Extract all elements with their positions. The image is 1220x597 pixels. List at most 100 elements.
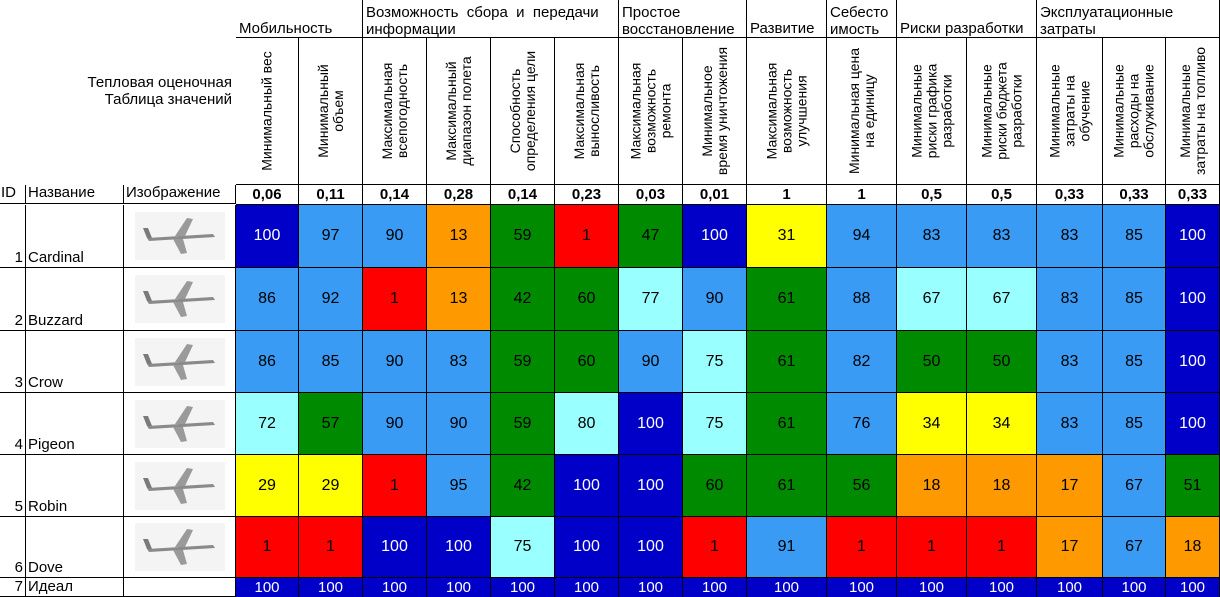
- group-header-mobility: Мобильность: [236, 0, 363, 38]
- criterion-weight-5: 0,14: [491, 185, 555, 205]
- criterion-weight-2: 0,11: [299, 185, 363, 205]
- criterion-weight-1: 0,06: [236, 185, 299, 205]
- score-cell: 100: [491, 578, 555, 597]
- score-cell: 1: [967, 517, 1037, 578]
- score-cell: 1: [555, 205, 619, 268]
- score-cell: 100: [683, 205, 747, 268]
- score-cell: 75: [491, 517, 555, 578]
- criterion-label-11: Минимальные риски графика разработки: [908, 63, 954, 159]
- score-cell: 85: [1103, 331, 1166, 393]
- table-title-line-2: Таблица значений: [104, 91, 232, 108]
- score-cell: 31: [747, 205, 827, 268]
- row-id: 6: [14, 559, 23, 576]
- score-cell: 85: [299, 331, 363, 393]
- score-cell: 61: [747, 455, 827, 517]
- col-header-image-label: Изображение: [126, 184, 221, 201]
- score-cell: 100: [363, 578, 427, 597]
- row-id-cell: 5: [0, 455, 26, 517]
- drone-thumbnail-icon: [134, 212, 225, 260]
- score-cell: 97: [299, 205, 363, 268]
- criterion-weight-14: 0,33: [1103, 185, 1166, 205]
- row-id-cell: 2: [0, 268, 26, 331]
- row-image-cell: [124, 578, 236, 597]
- score-cell: 100: [236, 578, 299, 597]
- criterion-label-9: Максимальная возможность улучшения: [763, 62, 809, 160]
- group-header-info: Возможность сбора и передачи информации: [363, 0, 619, 38]
- criterion-label-1: Минимальный вес: [258, 51, 275, 171]
- score-cell: 29: [299, 455, 363, 517]
- score-cell: 90: [619, 331, 683, 393]
- criterion-header-6: Максимальная выносливость: [555, 38, 619, 185]
- score-cell: 67: [1103, 517, 1166, 578]
- score-cell: 1: [236, 517, 299, 578]
- row-name-cell: Crow: [26, 331, 124, 393]
- score-cell: 80: [555, 393, 619, 455]
- criterion-header-4: Максимальный диапазон полета: [427, 38, 491, 185]
- criterion-header-7: Максимальная возможность ремонта: [619, 38, 683, 185]
- criterion-label-8: Минимальное время уничтожения: [698, 46, 730, 176]
- row-id-cell: 1: [0, 205, 26, 268]
- score-cell: 59: [491, 205, 555, 268]
- row-name-cell: Cardinal: [26, 205, 124, 268]
- row-image-cell: [124, 268, 236, 331]
- score-cell: 60: [683, 455, 747, 517]
- row-id: 3: [14, 374, 23, 391]
- group-label-mobility: Мобильность: [239, 20, 333, 37]
- score-cell: 100: [236, 205, 299, 268]
- score-cell: 100: [1166, 393, 1220, 455]
- group-label-cost: Себесто имость: [830, 4, 889, 38]
- criterion-label-5: Способность определения цели: [506, 50, 538, 172]
- score-cell: 42: [491, 268, 555, 331]
- score-cell: 90: [683, 268, 747, 331]
- score-cell: 13: [427, 205, 491, 268]
- score-cell: 100: [1166, 268, 1220, 331]
- row-id-cell: 3: [0, 331, 26, 393]
- criterion-header-5: Способность определения цели: [491, 38, 555, 185]
- criterion-weight-12: 0,5: [967, 185, 1037, 205]
- score-cell: 82: [827, 331, 897, 393]
- criterion-label-7: Максимальная возможность ремонта: [627, 62, 673, 160]
- score-cell: 100: [299, 578, 363, 597]
- criterion-label-13: Минимальные затраты на обучение: [1046, 64, 1092, 158]
- score-cell: 100: [619, 578, 683, 597]
- criterion-label-14: Минимальные расходы на обслуживание: [1110, 64, 1157, 158]
- score-cell: 1: [363, 455, 427, 517]
- row-name: Pigeon: [28, 436, 75, 453]
- row-name-cell: Идеал: [26, 578, 124, 597]
- criterion-weight-13: 0,33: [1037, 185, 1103, 205]
- criterion-label-12: Минимальные риски бюджета разработки: [978, 62, 1024, 160]
- score-cell: 18: [1166, 517, 1220, 578]
- group-header-risks: Риски разработки: [897, 0, 1037, 38]
- criterion-label-10: Минимальная цена на единицу: [845, 47, 877, 175]
- row-name: Cardinal: [28, 249, 84, 266]
- criterion-label-15: Минимальные затраты на топливо: [1176, 46, 1208, 176]
- score-cell: 42: [491, 455, 555, 517]
- row-image-cell: [124, 393, 236, 455]
- score-cell: 67: [967, 268, 1037, 331]
- criterion-label-6: Максимальная выносливость: [570, 62, 602, 160]
- score-cell: 100: [619, 393, 683, 455]
- score-cell: 100: [827, 578, 897, 597]
- score-cell: 94: [827, 205, 897, 268]
- score-cell: 100: [619, 517, 683, 578]
- criterion-header-2: Минимальный объем: [299, 38, 363, 185]
- row-name-cell: Buzzard: [26, 268, 124, 331]
- score-cell: 61: [747, 393, 827, 455]
- score-cell: 1: [897, 517, 967, 578]
- group-header-development: Развитие: [747, 0, 827, 38]
- group-label-risks: Риски разработки: [900, 20, 1024, 37]
- group-label-operating: Эксплуатационные затраты: [1040, 4, 1174, 38]
- score-cell: 100: [1166, 578, 1220, 597]
- score-cell: 85: [1103, 205, 1166, 268]
- score-cell: 67: [897, 268, 967, 331]
- score-cell: 100: [1166, 331, 1220, 393]
- criterion-header-1: Минимальный вес: [236, 38, 299, 185]
- row-id: 7: [14, 578, 23, 595]
- score-cell: 50: [897, 331, 967, 393]
- col-header-id: ID: [0, 185, 26, 204]
- score-cell: 100: [897, 578, 967, 597]
- criterion-header-14: Минимальные расходы на обслуживание: [1103, 38, 1166, 185]
- score-cell: 83: [1037, 268, 1103, 331]
- score-cell: 72: [236, 393, 299, 455]
